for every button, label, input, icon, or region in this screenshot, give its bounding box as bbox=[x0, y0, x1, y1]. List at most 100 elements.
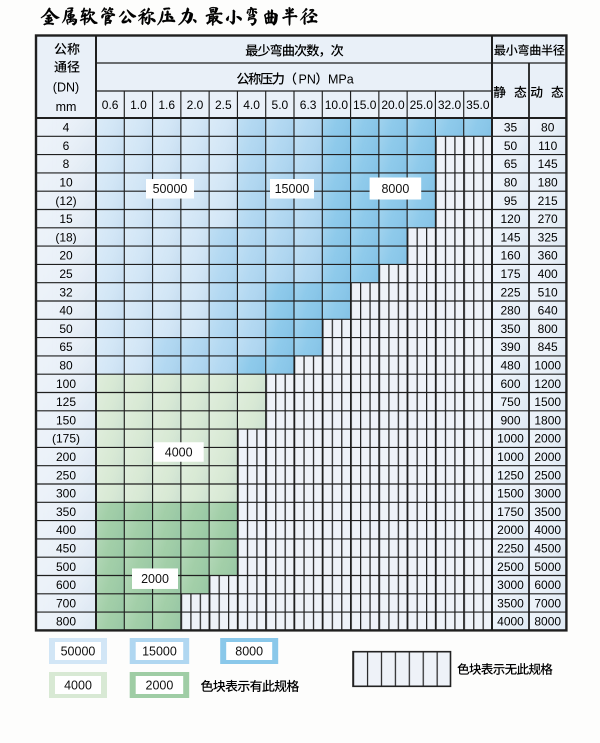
svg-text:360: 360 bbox=[538, 249, 558, 263]
svg-text:250: 250 bbox=[56, 468, 76, 482]
svg-text:390: 390 bbox=[500, 340, 520, 354]
svg-text:50: 50 bbox=[59, 322, 73, 336]
svg-text:80: 80 bbox=[541, 121, 555, 135]
svg-text:125: 125 bbox=[56, 395, 76, 409]
svg-text:1200: 1200 bbox=[534, 377, 561, 391]
svg-text:160: 160 bbox=[500, 249, 520, 263]
svg-text:180: 180 bbox=[538, 175, 558, 189]
svg-text:5000: 5000 bbox=[534, 560, 561, 574]
svg-text:6.3: 6.3 bbox=[300, 98, 317, 112]
svg-text:(18): (18) bbox=[55, 230, 76, 244]
svg-text:4000: 4000 bbox=[534, 523, 561, 537]
svg-text:1000: 1000 bbox=[497, 432, 524, 446]
svg-text:3500: 3500 bbox=[534, 505, 561, 519]
svg-text:15: 15 bbox=[59, 212, 73, 226]
svg-text:3000: 3000 bbox=[497, 578, 524, 592]
svg-text:35.0: 35.0 bbox=[466, 98, 490, 112]
svg-text:3000: 3000 bbox=[534, 487, 561, 501]
svg-text:15.0: 15.0 bbox=[353, 98, 377, 112]
svg-text:1800: 1800 bbox=[534, 413, 561, 427]
svg-text:15000: 15000 bbox=[275, 182, 310, 196]
svg-text:PN: PN bbox=[299, 73, 316, 87]
svg-text:2000: 2000 bbox=[534, 450, 561, 464]
svg-text:480: 480 bbox=[500, 358, 520, 372]
svg-text:1.6: 1.6 bbox=[158, 98, 175, 112]
svg-text:10: 10 bbox=[59, 175, 73, 189]
svg-text:145: 145 bbox=[538, 157, 558, 171]
svg-text:10.0: 10.0 bbox=[325, 98, 349, 112]
svg-text:8: 8 bbox=[63, 157, 70, 171]
svg-text:350: 350 bbox=[500, 322, 520, 336]
svg-text:510: 510 bbox=[538, 285, 558, 299]
svg-text:8000: 8000 bbox=[381, 182, 409, 196]
svg-text:700: 700 bbox=[56, 596, 76, 610]
svg-text:280: 280 bbox=[500, 304, 520, 318]
svg-text:750: 750 bbox=[500, 395, 520, 409]
svg-text:350: 350 bbox=[56, 505, 76, 519]
svg-text:1.0: 1.0 bbox=[130, 98, 147, 112]
svg-text:900: 900 bbox=[500, 413, 520, 427]
svg-text:95: 95 bbox=[504, 194, 518, 208]
svg-text:600: 600 bbox=[500, 377, 520, 391]
svg-text:450: 450 bbox=[56, 541, 76, 555]
svg-text:4500: 4500 bbox=[534, 541, 561, 555]
svg-text:40: 40 bbox=[59, 304, 73, 318]
svg-text:175: 175 bbox=[500, 267, 520, 281]
svg-text:270: 270 bbox=[538, 212, 558, 226]
svg-text:2000: 2000 bbox=[534, 432, 561, 446]
svg-text:(12): (12) bbox=[55, 194, 76, 208]
svg-text:1500: 1500 bbox=[534, 395, 561, 409]
svg-text:215: 215 bbox=[538, 194, 558, 208]
svg-text:50000: 50000 bbox=[61, 645, 96, 659]
svg-text:20: 20 bbox=[59, 249, 73, 263]
svg-text:6000: 6000 bbox=[534, 578, 561, 592]
svg-text:145: 145 bbox=[500, 230, 520, 244]
svg-text:7000: 7000 bbox=[534, 596, 561, 610]
svg-text:500: 500 bbox=[56, 560, 76, 574]
svg-text:4000: 4000 bbox=[165, 445, 193, 459]
svg-text:110: 110 bbox=[538, 139, 557, 153]
svg-text:mm: mm bbox=[56, 100, 77, 114]
svg-text:25.0: 25.0 bbox=[410, 98, 434, 112]
svg-text:MPa: MPa bbox=[328, 73, 354, 87]
svg-text:35: 35 bbox=[504, 121, 518, 135]
svg-text:325: 325 bbox=[538, 230, 558, 244]
svg-text:2.0: 2.0 bbox=[187, 98, 204, 112]
svg-text:20.0: 20.0 bbox=[381, 98, 405, 112]
svg-text:1500: 1500 bbox=[497, 487, 524, 501]
svg-text:65: 65 bbox=[504, 157, 518, 171]
svg-text:1000: 1000 bbox=[497, 450, 524, 464]
svg-text:5.0: 5.0 bbox=[272, 98, 289, 112]
svg-text:50000: 50000 bbox=[153, 182, 188, 196]
svg-text:120: 120 bbox=[500, 212, 520, 226]
svg-text:600: 600 bbox=[56, 578, 76, 592]
svg-text:2000: 2000 bbox=[146, 679, 174, 693]
svg-text:8000: 8000 bbox=[235, 645, 263, 659]
svg-text:80: 80 bbox=[59, 358, 73, 372]
svg-text:0.6: 0.6 bbox=[102, 98, 119, 112]
svg-text:(175): (175) bbox=[52, 432, 80, 446]
svg-text:400: 400 bbox=[538, 267, 558, 281]
svg-text:4.0: 4.0 bbox=[243, 98, 260, 112]
svg-text:2.5: 2.5 bbox=[215, 98, 232, 112]
svg-text:1750: 1750 bbox=[497, 505, 524, 519]
svg-text:65: 65 bbox=[59, 340, 73, 354]
svg-text:225: 225 bbox=[500, 285, 520, 299]
svg-text:800: 800 bbox=[538, 322, 558, 336]
svg-text:25: 25 bbox=[59, 267, 73, 281]
svg-text:50: 50 bbox=[504, 139, 518, 153]
svg-text:2500: 2500 bbox=[497, 560, 524, 574]
svg-text:(DN): (DN) bbox=[53, 80, 79, 94]
svg-text:2500: 2500 bbox=[534, 468, 561, 482]
svg-text:3500: 3500 bbox=[497, 596, 524, 610]
svg-text:845: 845 bbox=[538, 340, 558, 354]
svg-text:640: 640 bbox=[538, 304, 558, 318]
svg-text:1250: 1250 bbox=[497, 468, 524, 482]
svg-text:100: 100 bbox=[56, 377, 76, 391]
svg-text:4000: 4000 bbox=[64, 679, 92, 693]
svg-text:32.0: 32.0 bbox=[438, 98, 462, 112]
svg-text:15000: 15000 bbox=[142, 645, 177, 659]
svg-text:150: 150 bbox=[56, 413, 76, 427]
svg-text:1000: 1000 bbox=[534, 358, 561, 372]
svg-text:4000: 4000 bbox=[497, 615, 524, 629]
